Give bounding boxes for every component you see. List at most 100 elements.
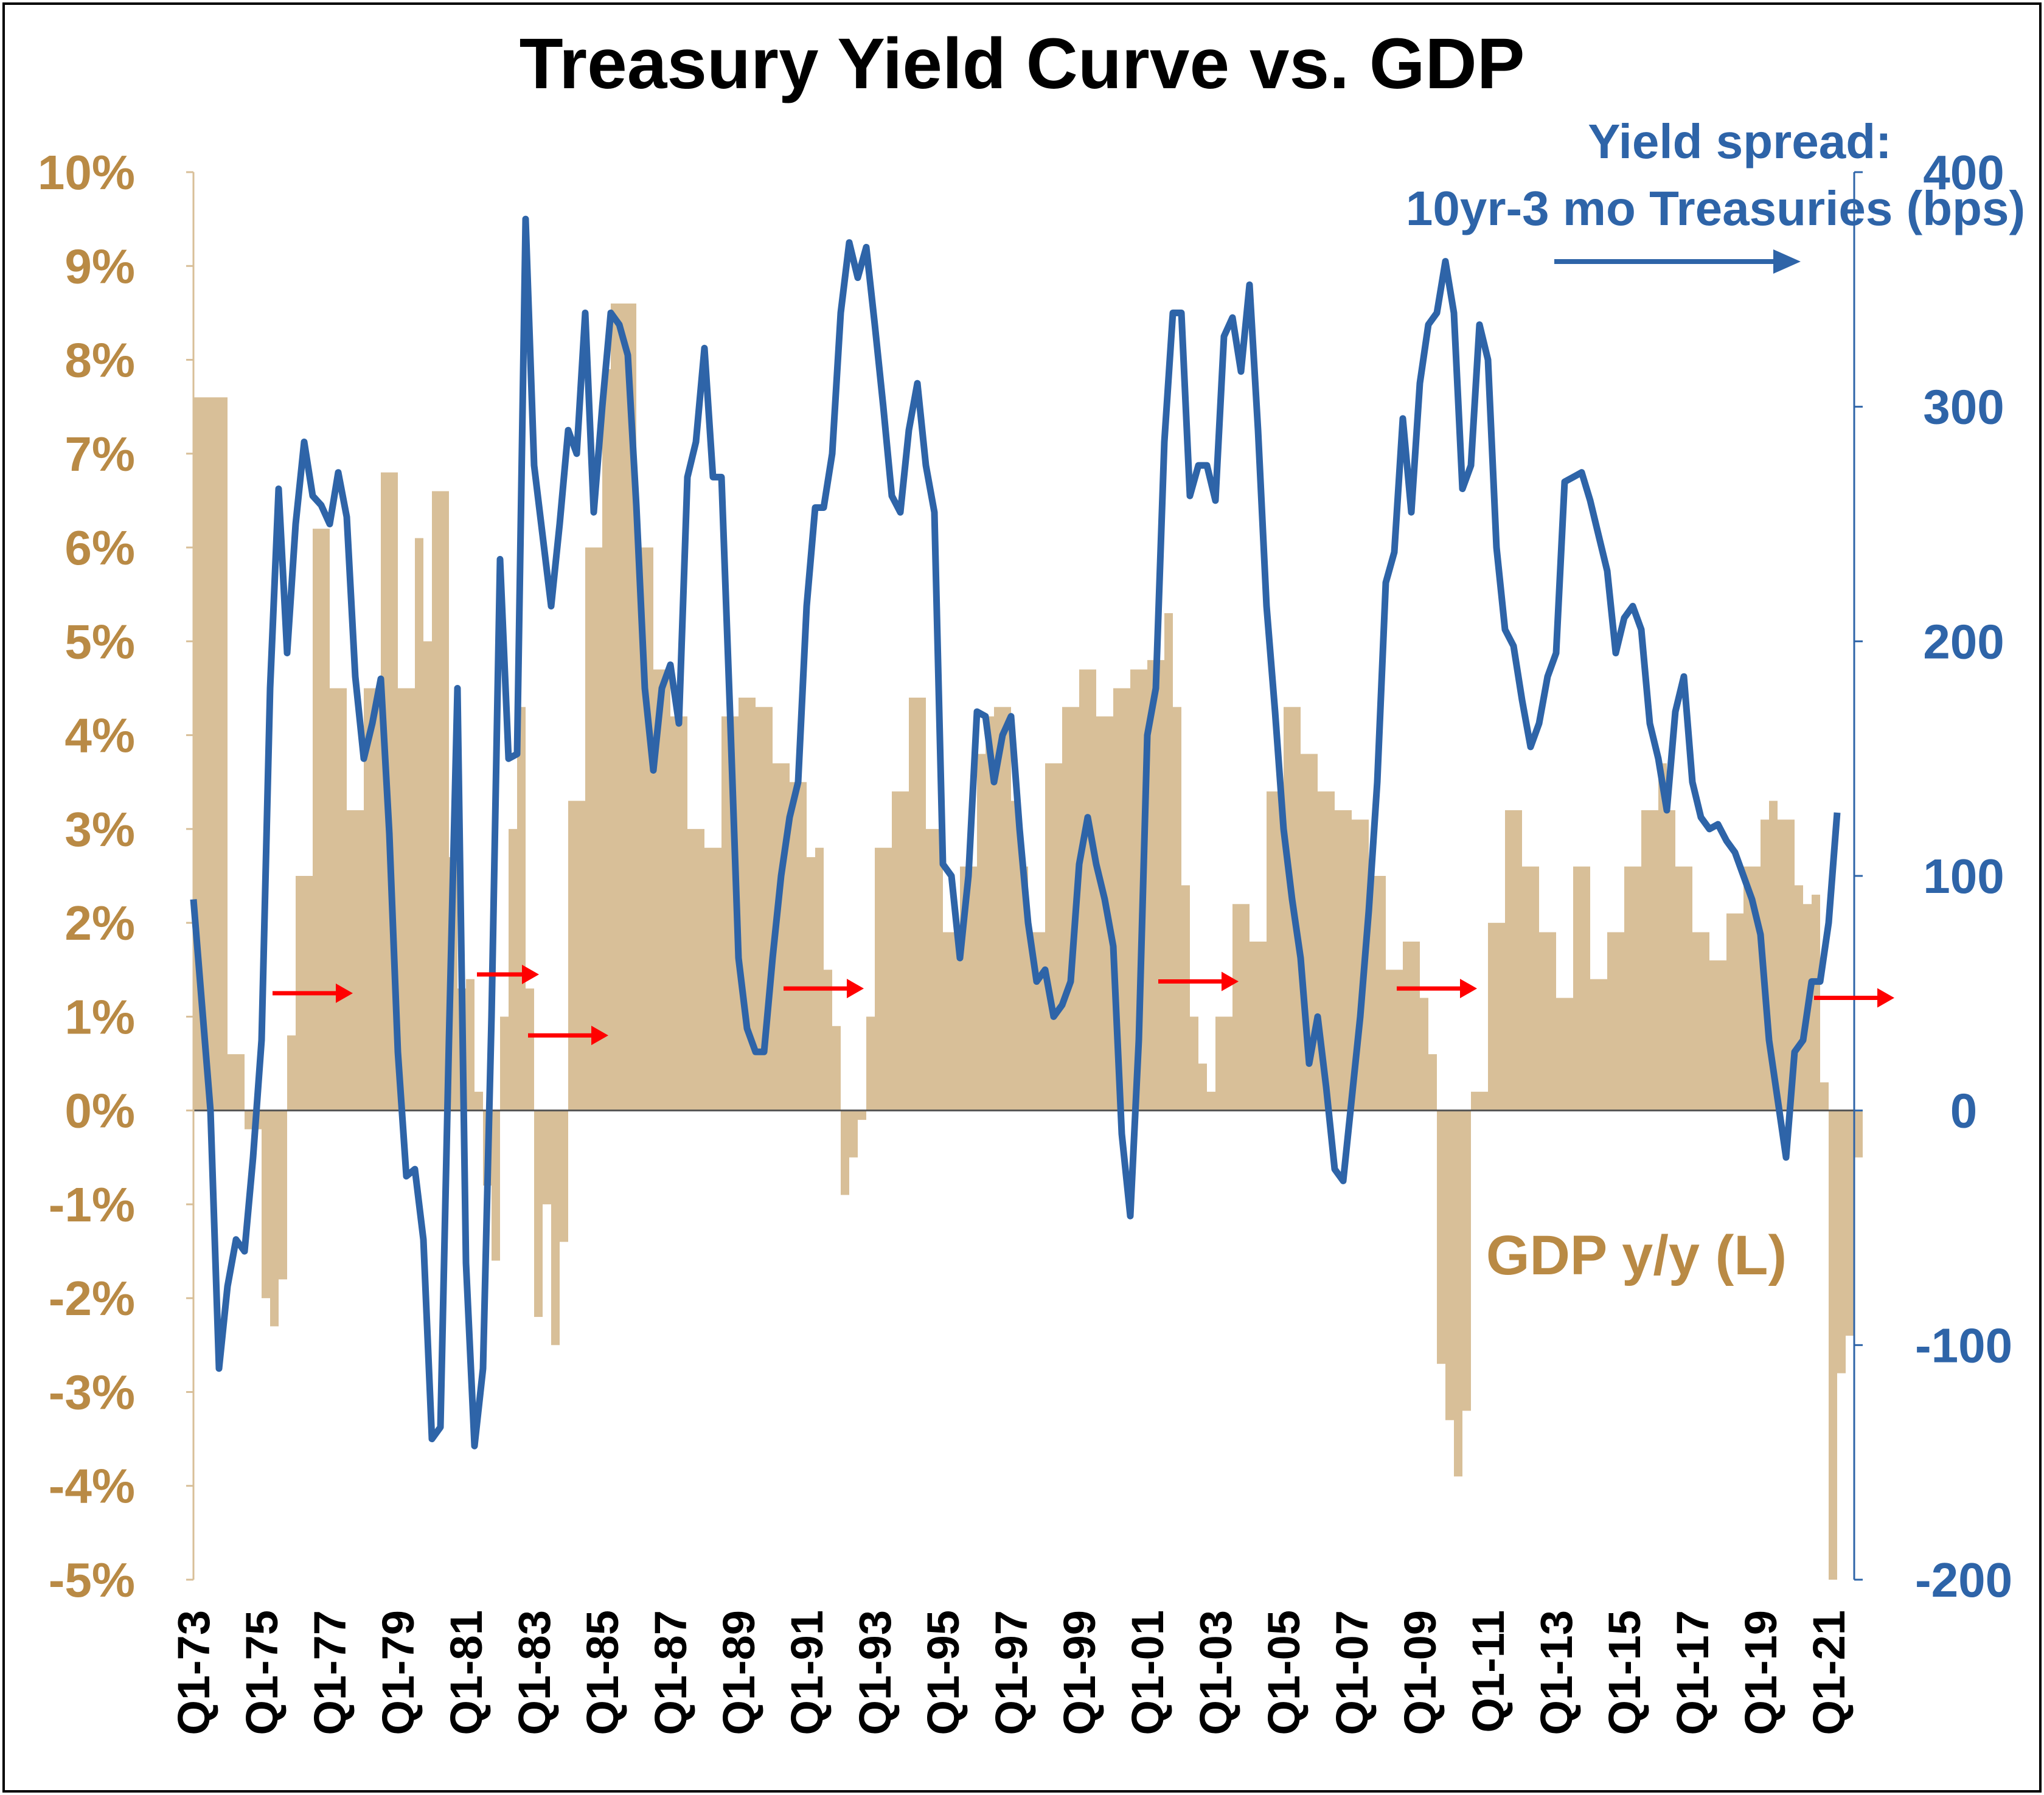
- left-tick-label: 4%: [64, 709, 135, 763]
- gdp-bar: [415, 538, 423, 1111]
- gdp-bar: [815, 847, 824, 1111]
- red-arrow: [1814, 988, 1894, 1008]
- gdp-bar: [287, 1035, 296, 1111]
- x-tick-label: Q1-81: [441, 1610, 492, 1735]
- gdp-bar: [1198, 1063, 1207, 1111]
- spread-label-line2: 10yr-3 mo Treasuries (bps): [1406, 181, 2025, 235]
- x-tick-label: Q1-05: [1259, 1610, 1309, 1735]
- gdp-bar: [551, 1110, 560, 1345]
- right-axis-ticks: -200 -100 0 100 200 300 400: [1854, 145, 2012, 1607]
- gdp-bar: [1726, 913, 1743, 1111]
- gdp-bar: [704, 847, 721, 1111]
- gdp-bar: [1590, 979, 1607, 1111]
- gdp-bar: [985, 716, 994, 1111]
- x-tick-label: Q1-19: [1736, 1610, 1786, 1735]
- gdp-bar: [1505, 810, 1522, 1111]
- x-tick-label: Q1-97: [986, 1610, 1037, 1735]
- left-tick-label: 1%: [64, 990, 135, 1044]
- x-tick-label: Q1-17: [1667, 1610, 1718, 1735]
- gdp-bar: [262, 1110, 270, 1299]
- x-tick-label: Q1-89: [714, 1610, 764, 1735]
- gdp-bar: [1522, 866, 1539, 1111]
- gdp-bar: [790, 782, 807, 1111]
- gdp-bar: [500, 1016, 509, 1111]
- gdp-bar: [492, 1110, 500, 1261]
- x-tick-label: Q1-75: [237, 1610, 287, 1735]
- gdp-bar: [585, 547, 602, 1111]
- gdp-bar: [858, 1110, 866, 1120]
- gdp-bar: [1488, 923, 1505, 1111]
- yield-spread-line: [190, 215, 1841, 1450]
- gdp-bar: [1335, 810, 1352, 1111]
- left-tick-label: 10%: [38, 145, 135, 200]
- gdp-bar: [474, 1091, 483, 1111]
- gdp-bar: [875, 847, 892, 1111]
- left-tick-label: -5%: [49, 1553, 135, 1607]
- gdp-bar: [568, 800, 585, 1111]
- gdp-bar: [670, 716, 687, 1111]
- gdp-bar: [1462, 1110, 1471, 1411]
- chart-title: Treasury Yield Curve vs. GDP: [520, 24, 1525, 104]
- gdp-bar: [687, 828, 704, 1111]
- left-tick-label: 8%: [64, 333, 135, 387]
- gdp-bar: [1837, 1110, 1846, 1373]
- left-tick-label: -4%: [49, 1459, 135, 1513]
- x-tick-label: Q1-79: [373, 1610, 423, 1735]
- right-tick-label: 0: [1950, 1084, 1978, 1138]
- gdp-bar: [466, 979, 474, 1111]
- right-tick-label: 100: [1923, 849, 2004, 903]
- gdp-bar: [1641, 810, 1658, 1111]
- red-arrow: [477, 964, 539, 984]
- x-tick-label: Q1-01: [1122, 1610, 1173, 1735]
- left-tick-label: 5%: [64, 614, 135, 668]
- x-tick-label: Q1-11: [1463, 1610, 1514, 1733]
- gdp-bar: [509, 828, 517, 1111]
- gdp-bar: [866, 1016, 875, 1111]
- gdp-bar: [1692, 932, 1709, 1111]
- gdp-bar: [1437, 1110, 1445, 1364]
- gdp-bar: [1428, 1054, 1437, 1111]
- right-tick-label: 300: [1923, 380, 2004, 434]
- x-tick-label: Q1-77: [305, 1610, 355, 1735]
- left-tick-label: 0%: [64, 1084, 135, 1138]
- gdp-bar: [228, 1054, 245, 1111]
- spread-label-line1: Yield spread:: [1588, 114, 1891, 168]
- red-arrow: [1158, 971, 1239, 991]
- left-axis-ticks: -5% -4% -3% -2% -1% 0% 1% 2% 3% 4% 5% 6% 7% 8% 9% 10%: [38, 145, 193, 1607]
- gdp-bar: [1812, 894, 1820, 1111]
- gdp-bar: [1454, 1110, 1462, 1477]
- gdp-bar: [1539, 932, 1556, 1111]
- right-tick-label: -200: [1915, 1553, 2012, 1607]
- x-tick-label: Q1-09: [1395, 1610, 1445, 1735]
- left-tick-label: 3%: [64, 802, 135, 856]
- gdp-bar: [1267, 791, 1284, 1111]
- gdp-bar: [807, 857, 815, 1111]
- gdp-bar: [977, 754, 985, 1111]
- red-arrow: [273, 983, 353, 1003]
- gdp-bar: [313, 529, 330, 1111]
- x-tick-label: Q1-07: [1327, 1610, 1377, 1735]
- red-arrow: [528, 1026, 608, 1046]
- gdp-bar: [270, 1110, 279, 1327]
- gdp-bar: [1207, 1091, 1215, 1111]
- gdp-bar: [1173, 707, 1181, 1111]
- gdp-bar: [892, 791, 909, 1111]
- x-tick-label: Q1-85: [577, 1610, 628, 1735]
- gdp-bar: [534, 1110, 543, 1318]
- gdp-bar: [926, 828, 943, 1111]
- gdp-bar: [1420, 998, 1428, 1111]
- x-tick-label: Q1-03: [1191, 1610, 1241, 1735]
- x-tick-label: Q1-87: [645, 1610, 696, 1735]
- left-tick-label: -3%: [49, 1365, 135, 1419]
- spread-label-arrow: [1554, 249, 1801, 274]
- right-tick-label: 400: [1923, 145, 2004, 200]
- gdp-bar: [1820, 1082, 1829, 1111]
- gdp-bar: [841, 1110, 849, 1195]
- gdp-bar: [1164, 613, 1173, 1111]
- gdp-bar: [832, 1026, 841, 1111]
- x-tick-label: Q1-83: [509, 1610, 560, 1735]
- gdp-bar: [1556, 998, 1573, 1111]
- gdp-bar: [1215, 1016, 1232, 1111]
